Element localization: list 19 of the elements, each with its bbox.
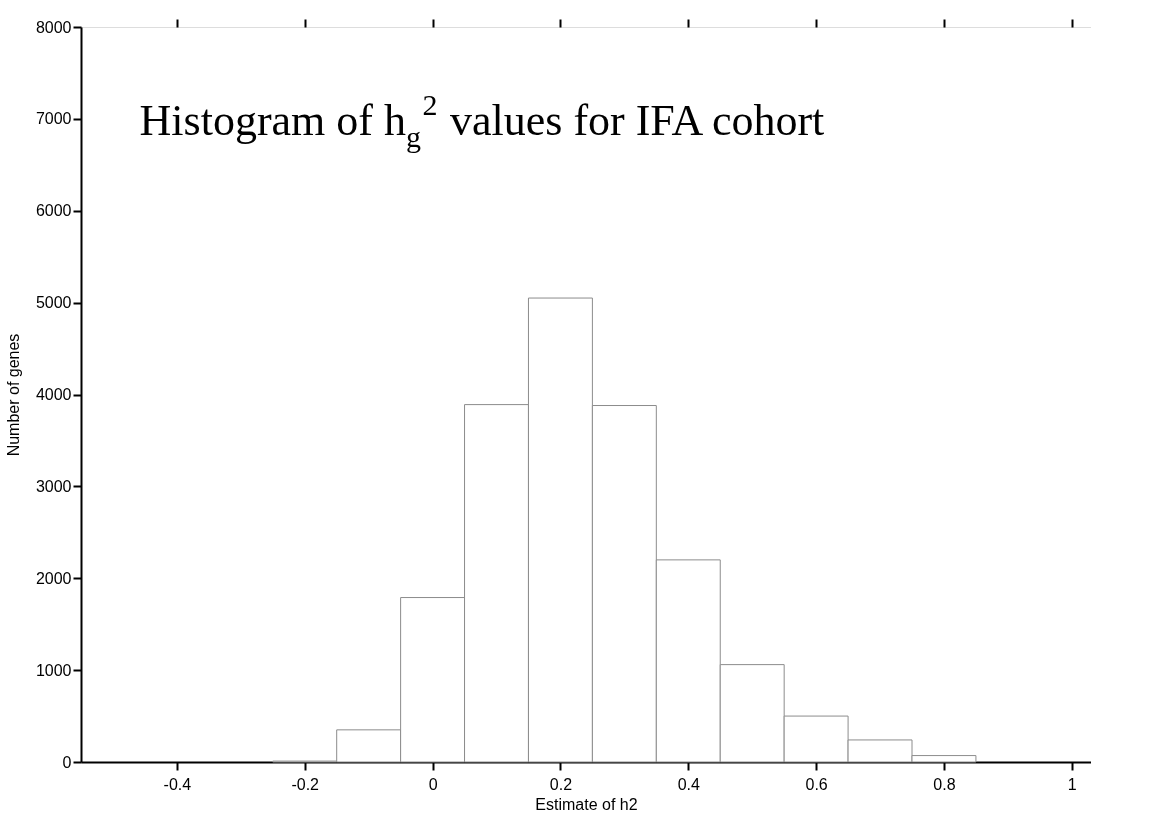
y-tick-label: 6000 — [35, 202, 72, 220]
y-tick-label: 3000 — [35, 477, 72, 495]
y-tick-label: 7000 — [35, 110, 72, 128]
x-tick-label: 0.4 — [677, 775, 700, 793]
x-axis-title: Estimate of h2 — [535, 795, 638, 813]
x-tick-label: 1 — [1067, 775, 1077, 793]
x-tick-label: -0.2 — [291, 775, 320, 793]
y-tick-label: 0 — [62, 753, 72, 771]
x-tick-label: 0.8 — [933, 775, 956, 793]
y-tick-label: 8000 — [35, 18, 72, 36]
x-tick-label: 0.6 — [805, 775, 828, 793]
y-tick-label: 5000 — [35, 294, 72, 312]
x-tick-label: 0.2 — [549, 775, 573, 793]
x-tick-label: 0 — [428, 775, 438, 793]
y-axis-title: Number of genes — [4, 333, 22, 457]
y-tick-label: 1000 — [35, 661, 72, 679]
y-tick-label: 4000 — [35, 386, 72, 403]
x-tick-label: -0.4 — [163, 775, 192, 793]
y-tick-label: 2000 — [35, 569, 72, 587]
